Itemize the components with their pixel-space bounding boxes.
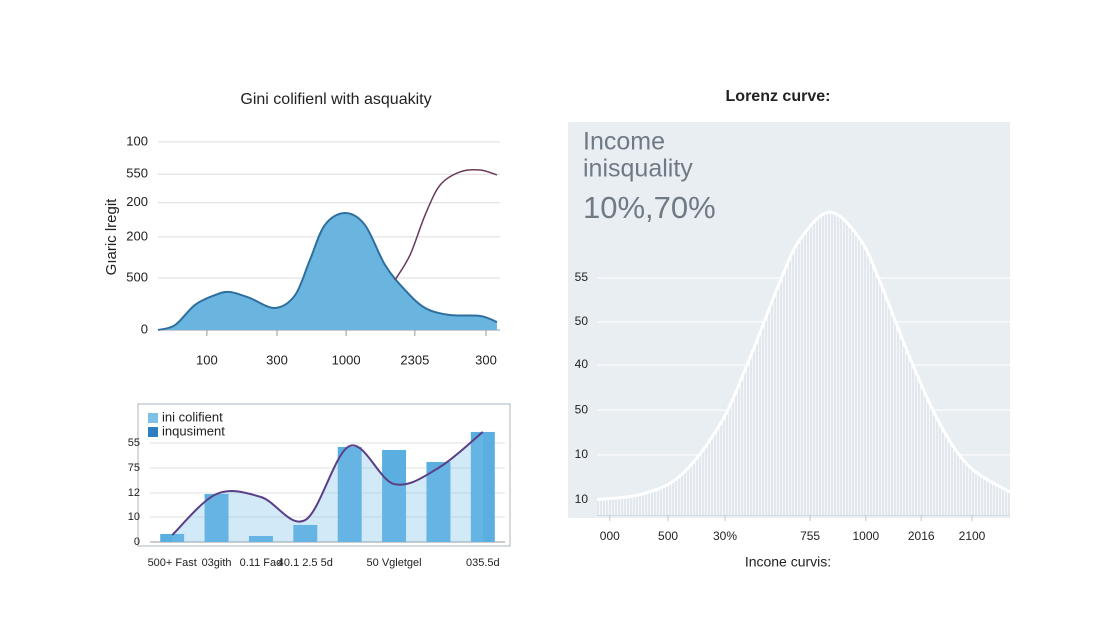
area-outline [596, 210, 1011, 501]
area-outline [171, 431, 484, 536]
x-tick-label: 2305 [400, 352, 429, 367]
x-tick-label: 300 [266, 352, 288, 367]
frame [137, 403, 511, 547]
legend-label: inqusiment [162, 423, 225, 438]
bar [248, 536, 273, 542]
x-tick-label: 40.1 2.5 5d [278, 557, 333, 569]
x-tick-label: 000 [600, 529, 620, 543]
bar [293, 524, 318, 542]
y-tick-label: 55 [128, 437, 140, 449]
x-tick-label: 300 [475, 352, 497, 367]
chart-title: Gini colifienl with asquakity [240, 91, 431, 108]
bar [382, 449, 407, 542]
y-tick-label: 200 [126, 194, 148, 209]
y-tick-label: 0 [141, 321, 148, 336]
annotation: 10%,70% [583, 190, 716, 225]
annotation: Income [583, 128, 665, 156]
area-outline [157, 211, 498, 331]
y-tick-label: 12 [128, 487, 140, 499]
x-tick-label: 500+ Fast [148, 557, 197, 569]
bar [160, 533, 185, 542]
x-tick-label: 035.5d [466, 557, 500, 569]
y-tick-label: 55 [575, 270, 589, 284]
x-axis-label: Incone curvis: [745, 554, 831, 570]
y-tick-label: 550 [126, 166, 148, 181]
legend-swatch [148, 427, 158, 437]
bar [426, 461, 451, 542]
bar [470, 431, 495, 542]
y-tick-label: 0 [134, 536, 140, 548]
y-axis-label: Gıaric lregit [103, 198, 120, 276]
x-tick-label: 30% [713, 529, 737, 543]
area [172, 431, 483, 542]
bar [204, 494, 229, 542]
y-tick-label: 500 [126, 269, 148, 284]
bar [337, 446, 362, 542]
y-tick-label: 10 [575, 447, 589, 461]
line [394, 168, 498, 281]
y-tick-label: 50 [575, 402, 589, 416]
x-tick-label: 100 [196, 352, 218, 367]
area [158, 212, 497, 330]
annotation: inisquality [583, 155, 693, 183]
x-tick-label: 0.11 Fad [240, 557, 283, 569]
area [597, 212, 1010, 515]
x-tick-label: 03gith [202, 557, 232, 569]
x-tick-label: 50 Vgletgel [367, 557, 422, 569]
y-tick-label: 100 [126, 133, 148, 148]
y-tick-label: 50 [575, 314, 589, 328]
x-tick-label: 2016 [908, 529, 935, 543]
y-tick-label: 40 [575, 357, 589, 371]
legend-swatch [148, 413, 158, 423]
legend-label: ini colifient [162, 409, 223, 424]
chart-title: Lorenz curve: [726, 88, 831, 105]
y-tick-label: 10 [575, 492, 589, 506]
y-tick-label: 200 [126, 228, 148, 243]
x-tick-label: 1000 [853, 529, 880, 543]
x-tick-label: 755 [800, 529, 820, 543]
x-tick-label: 1000 [332, 352, 361, 367]
y-tick-label: 75 [128, 462, 140, 474]
x-tick-label: 500 [658, 529, 678, 543]
y-tick-label: 10 [128, 511, 140, 523]
x-tick-label: 2100 [959, 529, 986, 543]
